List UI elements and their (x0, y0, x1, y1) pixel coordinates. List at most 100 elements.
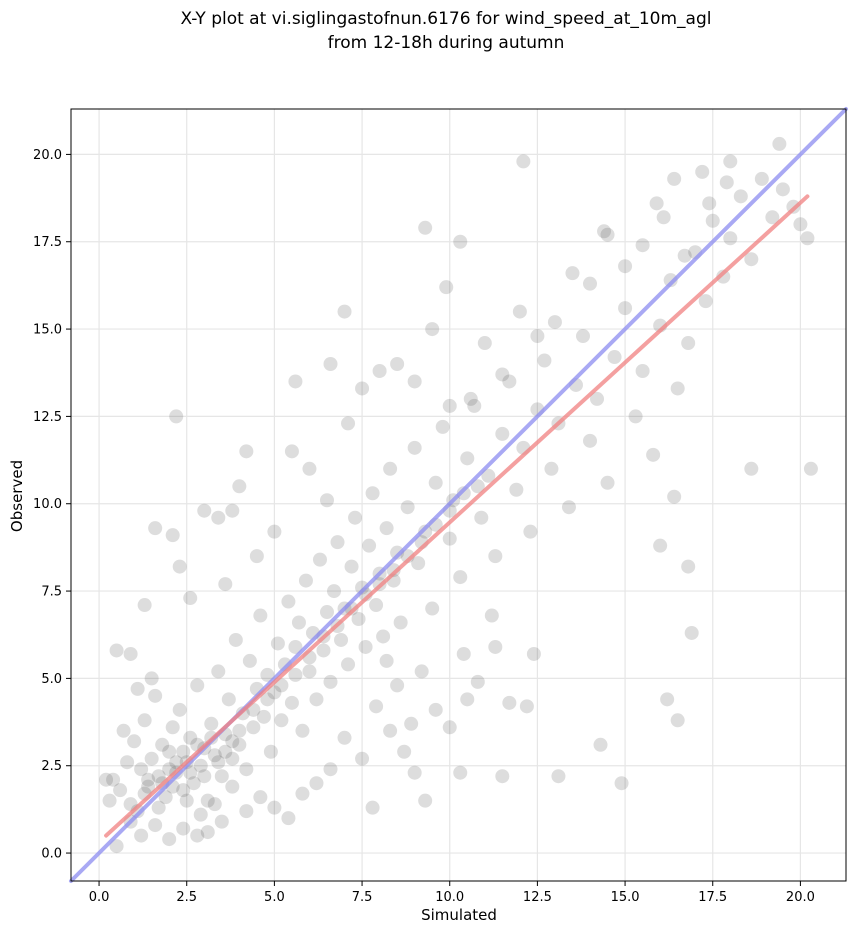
data-point-114 (646, 447, 661, 462)
data-point-35 (239, 762, 254, 777)
data-point-187 (172, 559, 187, 574)
data-point-118 (681, 336, 696, 351)
data-point-99 (523, 524, 538, 539)
data-point-40 (256, 709, 271, 724)
data-point-42 (263, 744, 278, 759)
data-point-162 (744, 461, 759, 476)
data-point-44 (270, 636, 285, 651)
x-tick-label-0: 0.0 (89, 890, 110, 905)
data-point-169 (484, 608, 499, 623)
y-tick-label-3: 7.5 (41, 585, 62, 600)
data-point-21 (190, 678, 205, 693)
data-point-137 (597, 224, 612, 239)
data-point-261 (218, 744, 233, 759)
data-point-233 (355, 751, 370, 766)
data-point-13 (162, 744, 177, 759)
data-point-36 (242, 653, 257, 668)
data-point-76 (383, 461, 398, 476)
data-point-229 (407, 765, 422, 780)
data-point-173 (134, 828, 149, 843)
regression-line (104, 194, 810, 838)
data-point-130 (793, 217, 808, 232)
data-point-202 (407, 374, 422, 389)
data-point-7 (141, 779, 156, 794)
y-tick-label-0: 0.0 (41, 847, 62, 862)
data-point-185 (130, 681, 145, 696)
data-point-59 (323, 674, 338, 689)
data-point-151 (684, 625, 699, 640)
data-point-273 (386, 563, 401, 578)
data-point-128 (775, 182, 790, 197)
data-point-266 (288, 667, 303, 682)
data-point-247 (151, 800, 166, 815)
data-point-234 (337, 730, 352, 745)
data-point-134 (695, 164, 710, 179)
data-point-6 (137, 713, 152, 728)
data-point-135 (667, 171, 682, 186)
data-point-113 (635, 363, 650, 378)
data-point-116 (663, 273, 678, 288)
data-point-214 (618, 259, 633, 274)
data-point-163 (803, 461, 818, 476)
data-point-142 (337, 304, 352, 319)
data-point-53 (302, 664, 317, 679)
data-point-145 (323, 357, 338, 372)
data-point-226 (456, 646, 471, 661)
data-point-206 (477, 336, 492, 351)
data-point-80 (400, 500, 415, 515)
data-point-191 (239, 444, 254, 459)
data-point-278 (456, 486, 471, 501)
data-point-102 (544, 461, 559, 476)
data-point-174 (148, 818, 163, 833)
data-point-148 (148, 521, 163, 536)
data-point-208 (512, 304, 527, 319)
data-point-166 (502, 695, 517, 710)
y-tick-label-5: 12.5 (33, 410, 62, 425)
x-tick-label-1: 2.5 (176, 890, 197, 905)
data-point-92 (474, 510, 489, 525)
data-point-196 (302, 461, 317, 476)
data-point-19 (183, 730, 198, 745)
data-point-223 (414, 664, 429, 679)
data-point-209 (530, 329, 545, 344)
x-tick-label-5: 12.5 (523, 890, 552, 905)
data-point-27 (211, 664, 226, 679)
data-point-85 (428, 475, 443, 490)
data-point-131 (800, 231, 815, 246)
data-point-152 (681, 559, 696, 574)
data-point-241 (239, 804, 254, 819)
data-point-11 (155, 737, 170, 752)
data-point-75 (379, 521, 394, 536)
data-point-61 (330, 535, 345, 550)
data-point-121 (705, 213, 720, 228)
data-point-184 (137, 598, 152, 613)
chart-title-line-2: from 12-18h during autumn (328, 33, 565, 53)
data-point-109 (600, 475, 615, 490)
x-tick-label-6: 15.0 (611, 890, 640, 905)
data-point-225 (442, 720, 457, 735)
data-point-182 (123, 646, 138, 661)
data-point-212 (583, 276, 598, 291)
data-point-164 (653, 538, 668, 553)
data-point-127 (765, 210, 780, 225)
data-point-87 (442, 531, 457, 546)
data-point-181 (116, 723, 131, 738)
x-axis-label: Simulated (421, 906, 497, 924)
grid (71, 109, 846, 881)
data-point-9 (148, 688, 163, 703)
data-point-124 (733, 189, 748, 204)
data-point-12 (158, 790, 173, 805)
data-point-2 (120, 755, 135, 770)
data-point-50 (291, 615, 306, 630)
data-point-25 (204, 716, 219, 731)
data-point-48 (284, 695, 299, 710)
data-point-108 (590, 391, 605, 406)
data-point-170 (102, 793, 117, 808)
data-point-153 (660, 692, 675, 707)
data-point-183 (109, 643, 124, 658)
data-point-86 (435, 419, 450, 434)
data-point-90 (460, 451, 475, 466)
data-point-255 (211, 755, 226, 770)
data-point-1 (113, 783, 128, 798)
data-point-56 (312, 552, 327, 567)
